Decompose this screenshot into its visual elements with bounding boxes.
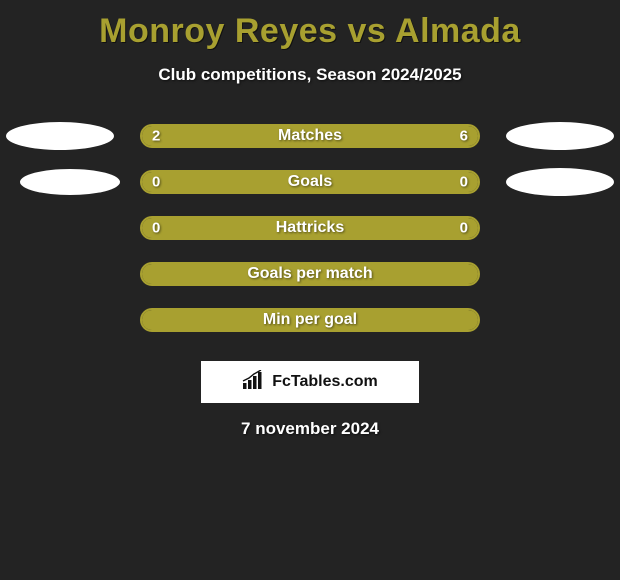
stat-bar: Min per goal bbox=[140, 308, 480, 332]
stat-rows: 26Matches 00Goals 00Hattricks Goals per mat… bbox=[0, 113, 620, 343]
bar-right-fill bbox=[216, 126, 478, 146]
stat-bar: 00Goals bbox=[140, 170, 480, 194]
player-avatar-right bbox=[506, 122, 614, 150]
chart-icon bbox=[242, 370, 266, 395]
stat-bar: 26Matches bbox=[140, 124, 480, 148]
bar-left-fill bbox=[142, 218, 478, 238]
player-avatar-left bbox=[20, 169, 120, 195]
stat-row: Min per goal bbox=[0, 297, 620, 343]
stat-bar: Goals per match bbox=[140, 262, 480, 286]
stat-row: 26Matches bbox=[0, 113, 620, 159]
footer-brand-text: FcTables.com bbox=[272, 373, 378, 391]
footer-badge: FcTables.com bbox=[201, 361, 419, 403]
footer-date: 7 november 2024 bbox=[0, 419, 620, 439]
player-avatar-right bbox=[506, 168, 614, 196]
bar-left-fill bbox=[142, 264, 478, 284]
stat-bar: 00Hattricks bbox=[140, 216, 480, 240]
stat-row: 00Goals bbox=[0, 159, 620, 205]
player-avatar-left bbox=[6, 122, 114, 150]
stat-row: Goals per match bbox=[0, 251, 620, 297]
bar-left-fill bbox=[142, 172, 478, 192]
page-subtitle: Club competitions, Season 2024/2025 bbox=[0, 65, 620, 85]
page-title: Monroy Reyes vs Almada bbox=[0, 0, 620, 51]
bar-left-fill bbox=[142, 126, 216, 146]
stat-row: 00Hattricks bbox=[0, 205, 620, 251]
bar-left-fill bbox=[142, 310, 478, 330]
